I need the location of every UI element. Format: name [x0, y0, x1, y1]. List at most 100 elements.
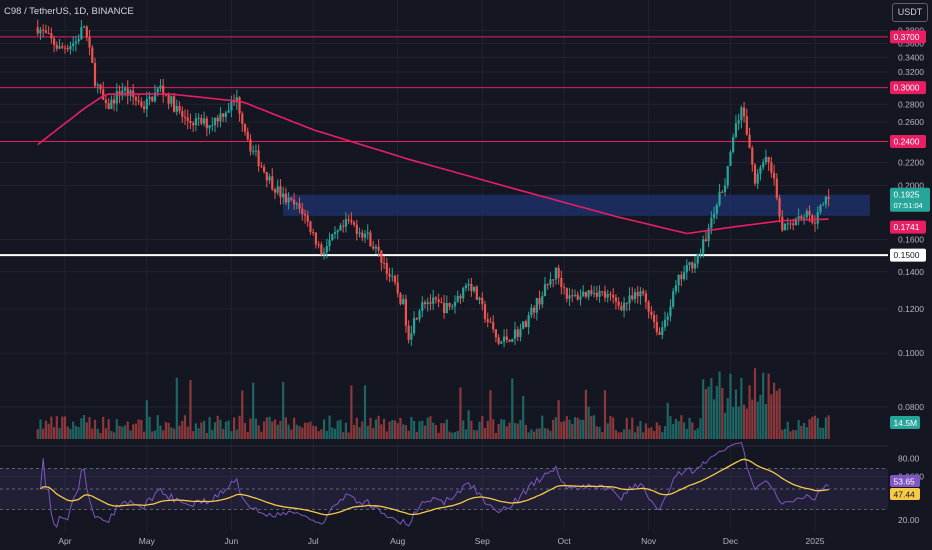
volume-bar [475, 430, 478, 439]
volume-bar [115, 419, 118, 439]
volume-bar [118, 425, 121, 439]
volume-bar [396, 423, 399, 439]
candle [254, 150, 258, 152]
candle [257, 150, 260, 167]
volume-bar [159, 425, 162, 439]
candle [363, 233, 367, 238]
candle [448, 303, 451, 307]
candle [721, 191, 724, 193]
candle [726, 165, 729, 186]
candle [792, 223, 795, 225]
volume-bar [132, 424, 135, 439]
candle [666, 316, 669, 320]
candle [426, 302, 429, 305]
volume-bar [123, 425, 127, 439]
candle [358, 232, 361, 234]
candle [178, 106, 181, 112]
candle [696, 253, 699, 264]
volume-bar [309, 421, 312, 439]
currency-button[interactable]: USDT [892, 3, 928, 22]
candle [142, 106, 146, 110]
volume-bar [759, 394, 762, 439]
candle [44, 30, 48, 33]
candle [148, 96, 151, 100]
volume-bar [235, 429, 238, 439]
candle [99, 84, 102, 90]
volume-bar [691, 422, 694, 439]
candle [314, 232, 318, 245]
candle [562, 287, 566, 289]
volume-bar [579, 419, 582, 439]
volume-bar [298, 426, 301, 439]
candle [407, 325, 410, 340]
volume-bar [241, 390, 244, 439]
candle [325, 246, 328, 253]
candle [710, 217, 713, 229]
candle [197, 117, 200, 119]
volume-bar [36, 429, 39, 439]
candle [598, 291, 601, 297]
candle [502, 336, 506, 342]
candle [145, 99, 148, 110]
candle [137, 100, 140, 102]
candle [167, 94, 170, 104]
candle [355, 224, 358, 234]
volume-bar [58, 428, 61, 439]
candle [576, 294, 579, 300]
candle [453, 301, 457, 307]
candle [252, 151, 255, 153]
candle [546, 284, 549, 286]
candle [322, 252, 326, 255]
candle [781, 216, 784, 231]
volume-bar [592, 415, 596, 439]
ma-price-badge: 0.1741 [894, 222, 920, 232]
volume-bar [620, 432, 623, 439]
candle [211, 125, 214, 127]
candle [445, 303, 448, 314]
rsi-line [40, 441, 829, 529]
candle [522, 321, 525, 329]
volume-bar [222, 428, 225, 439]
candle [800, 216, 803, 219]
volume-bar [737, 406, 740, 439]
volume-bar [513, 423, 517, 439]
candle [279, 186, 282, 198]
volume-bar [44, 420, 48, 439]
candle [412, 318, 416, 334]
candle [58, 46, 61, 49]
volume-bar [527, 432, 530, 439]
volume-bar [549, 430, 552, 439]
candle [775, 178, 778, 199]
candle [824, 196, 828, 205]
volume-bar [52, 427, 56, 439]
candle [47, 32, 50, 34]
candle [186, 117, 189, 121]
volume-bar [500, 419, 503, 439]
candle [39, 29, 42, 34]
candle [655, 321, 658, 332]
candle [66, 48, 69, 50]
candle [172, 96, 176, 112]
volume-bar [606, 423, 609, 439]
ma-price-badge-bg [890, 220, 926, 234]
volume-bar [598, 426, 601, 439]
volume-bar [628, 429, 631, 439]
candle [246, 131, 249, 140]
candle [470, 283, 473, 292]
candle [500, 341, 503, 344]
rsi-value-badge-bg [890, 475, 920, 487]
candle [260, 166, 263, 168]
volume-bar [459, 387, 462, 439]
rsi-tick-label: 20.00 [898, 515, 920, 525]
volume-bar [729, 373, 732, 439]
volume-bar [333, 428, 337, 439]
candle [61, 46, 64, 48]
candle [772, 172, 776, 179]
volume-bar [186, 426, 189, 439]
volume-bar [265, 417, 268, 439]
candle [636, 292, 639, 297]
volume-bar [142, 431, 146, 439]
volume-bar [639, 421, 642, 439]
volume-bar [448, 431, 451, 439]
